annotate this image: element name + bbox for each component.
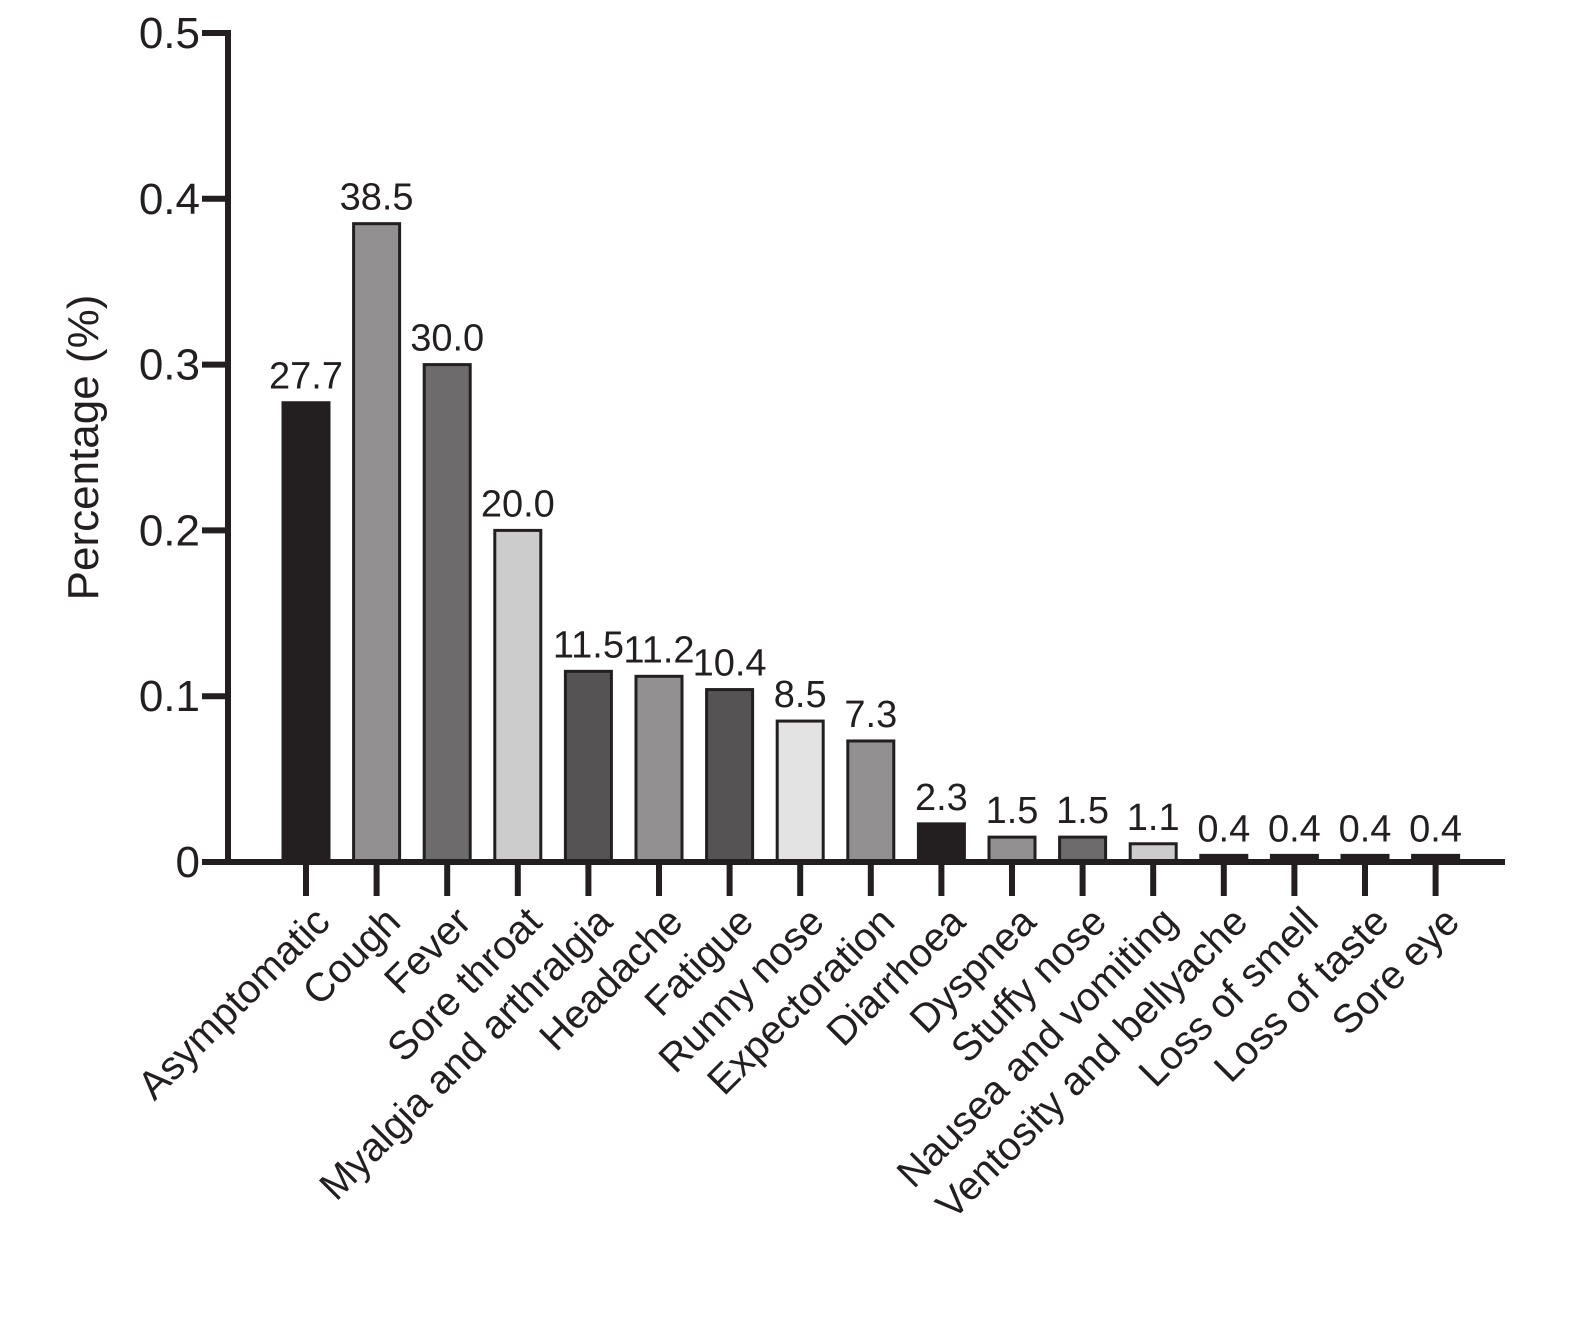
bars-group bbox=[281, 222, 1461, 864]
data-label: 0.4 bbox=[1268, 808, 1321, 850]
x-ticks-group bbox=[303, 862, 1439, 896]
value-labels-group: 27.7 38.5 30.0 20.0 11.5 11.210.48.5 7.3 2.3 1.5… bbox=[269, 177, 1462, 851]
y-ticks-group: 0 0.1 0.2 0.3 0.4 0.5 bbox=[139, 9, 228, 887]
data-label: 1.5 bbox=[986, 790, 1039, 832]
category-label: Asymptomatic bbox=[130, 899, 339, 1108]
bar bbox=[1058, 835, 1108, 864]
bar bbox=[422, 363, 472, 864]
bar bbox=[634, 674, 684, 864]
bar bbox=[563, 669, 613, 864]
data-label: 11.2 bbox=[623, 629, 694, 671]
data-label: 1.1 bbox=[1127, 797, 1180, 839]
y-tick-label: 0.3 bbox=[139, 341, 200, 390]
bar bbox=[281, 401, 331, 864]
data-label: 38.5 bbox=[340, 177, 414, 219]
data-label: 30.0 bbox=[410, 318, 484, 360]
data-label: 10.4 bbox=[693, 643, 767, 685]
bar bbox=[493, 528, 543, 864]
data-label: 2.3 bbox=[915, 777, 968, 819]
y-axis-title: Percentage (%) bbox=[59, 295, 108, 601]
data-label: 11.5 bbox=[553, 624, 624, 666]
y-tick-label: 0.5 bbox=[139, 9, 200, 58]
data-label: 20.0 bbox=[481, 483, 555, 525]
y-tick-label: 0 bbox=[176, 838, 200, 887]
data-label: 8.5 bbox=[774, 674, 827, 716]
bar bbox=[352, 222, 402, 864]
data-label: 27.7 bbox=[269, 356, 343, 398]
data-label: 0.4 bbox=[1197, 808, 1250, 850]
data-label: 7.3 bbox=[844, 694, 897, 736]
y-tick-label: 0.2 bbox=[139, 506, 200, 555]
y-tick-label: 0.1 bbox=[139, 672, 200, 721]
bar bbox=[846, 739, 896, 864]
bar bbox=[705, 688, 755, 864]
y-tick-label: 0.4 bbox=[139, 175, 200, 224]
data-label: 0.4 bbox=[1409, 808, 1462, 850]
bar bbox=[987, 835, 1037, 864]
data-label: 1.5 bbox=[1056, 790, 1109, 832]
bar bbox=[916, 822, 966, 864]
data-label: 0.4 bbox=[1339, 808, 1392, 850]
bar bbox=[775, 719, 825, 864]
